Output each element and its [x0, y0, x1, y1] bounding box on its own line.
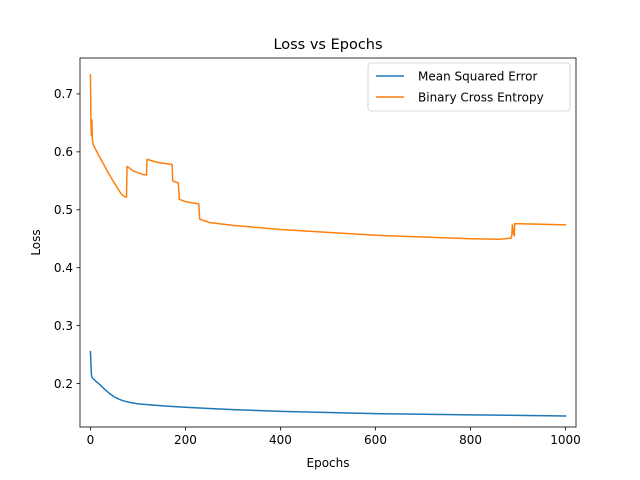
legend-label: Binary Cross Entropy	[418, 90, 544, 104]
y-tick-label: 0.6	[54, 145, 73, 159]
x-tick-label: 600	[364, 433, 387, 447]
axes-frame	[79, 57, 577, 428]
y-tick-label: 0.7	[54, 87, 73, 101]
chart-title: Loss vs Epochs	[273, 37, 382, 53]
y-tick-label: 0.3	[54, 319, 73, 333]
legend: Mean Squared Error Binary Cross Entropy	[367, 62, 571, 112]
y-tick-label: 0.4	[54, 261, 73, 275]
legend-box	[367, 62, 571, 112]
x-tick-label: 400	[269, 433, 292, 447]
y-axis-label: Loss	[29, 229, 43, 255]
y-axis: 0.2 0.3 0.4 0.5 0.6 0.7	[54, 87, 80, 391]
y-tick-label: 0.2	[54, 377, 73, 391]
x-tick-label: 1000	[550, 433, 581, 447]
x-tick-label: 200	[174, 433, 197, 447]
x-axis: 0 200 400 600 800 1000	[87, 427, 581, 447]
y-tick-label: 0.5	[54, 203, 73, 217]
legend-label: Mean Squared Error	[418, 69, 538, 83]
plot-area	[89, 74, 567, 417]
x-tick-label: 800	[459, 433, 482, 447]
series-line-mse	[89, 350, 567, 417]
x-tick-label: 0	[87, 433, 95, 447]
series-line-bce	[89, 74, 567, 241]
x-axis-label: Epochs	[307, 456, 350, 470]
